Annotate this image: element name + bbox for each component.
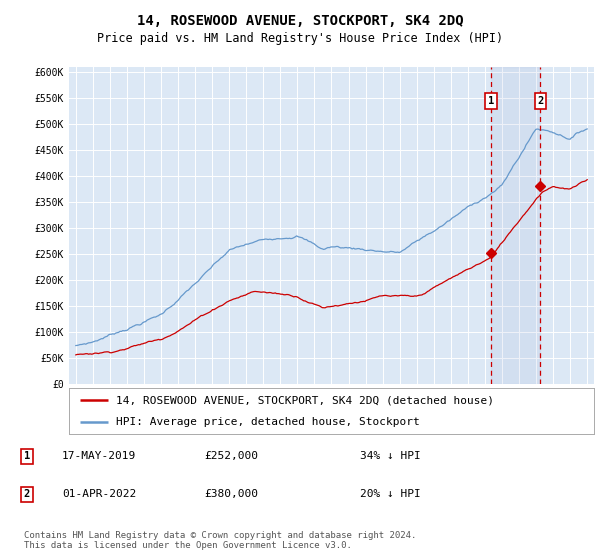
Text: 34% ↓ HPI: 34% ↓ HPI [360, 451, 421, 461]
Text: 17-MAY-2019: 17-MAY-2019 [62, 451, 136, 461]
Bar [491, 67, 541, 384]
Text: Contains HM Land Registry data © Crown copyright and database right 2024.
This d: Contains HM Land Registry data © Crown c… [24, 531, 416, 550]
Text: Price paid vs. HM Land Registry's House Price Index (HPI): Price paid vs. HM Land Registry's House … [97, 32, 503, 45]
Text: £252,000: £252,000 [204, 451, 258, 461]
Text: £380,000: £380,000 [204, 489, 258, 500]
Text: 14, ROSEWOOD AVENUE, STOCKPORT, SK4 2DQ (detached house): 14, ROSEWOOD AVENUE, STOCKPORT, SK4 2DQ … [116, 395, 494, 405]
Text: 2: 2 [537, 96, 544, 106]
Text: 1: 1 [24, 451, 30, 461]
Text: 20% ↓ HPI: 20% ↓ HPI [360, 489, 421, 500]
Text: HPI: Average price, detached house, Stockport: HPI: Average price, detached house, Stoc… [116, 417, 420, 427]
Text: 1: 1 [488, 96, 494, 106]
Text: 14, ROSEWOOD AVENUE, STOCKPORT, SK4 2DQ: 14, ROSEWOOD AVENUE, STOCKPORT, SK4 2DQ [137, 14, 463, 28]
Text: 01-APR-2022: 01-APR-2022 [62, 489, 136, 500]
Text: 2: 2 [24, 489, 30, 500]
